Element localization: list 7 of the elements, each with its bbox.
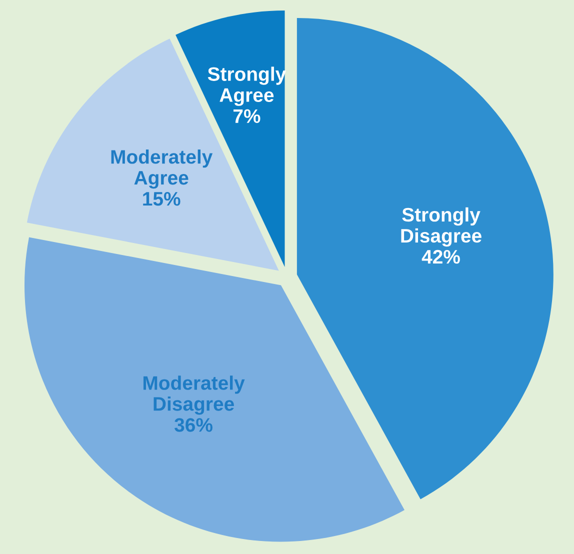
slice-label: Strongly Disagree bbox=[401, 207, 482, 247]
slice-label: Moderately Disagree bbox=[144, 376, 245, 415]
data-label: 36% bbox=[174, 418, 212, 432]
slice-label: Moderately Agree bbox=[111, 149, 213, 189]
data-label: 7% bbox=[234, 109, 260, 123]
data-label: 15% bbox=[143, 192, 180, 206]
data-label: 42% bbox=[422, 250, 460, 264]
